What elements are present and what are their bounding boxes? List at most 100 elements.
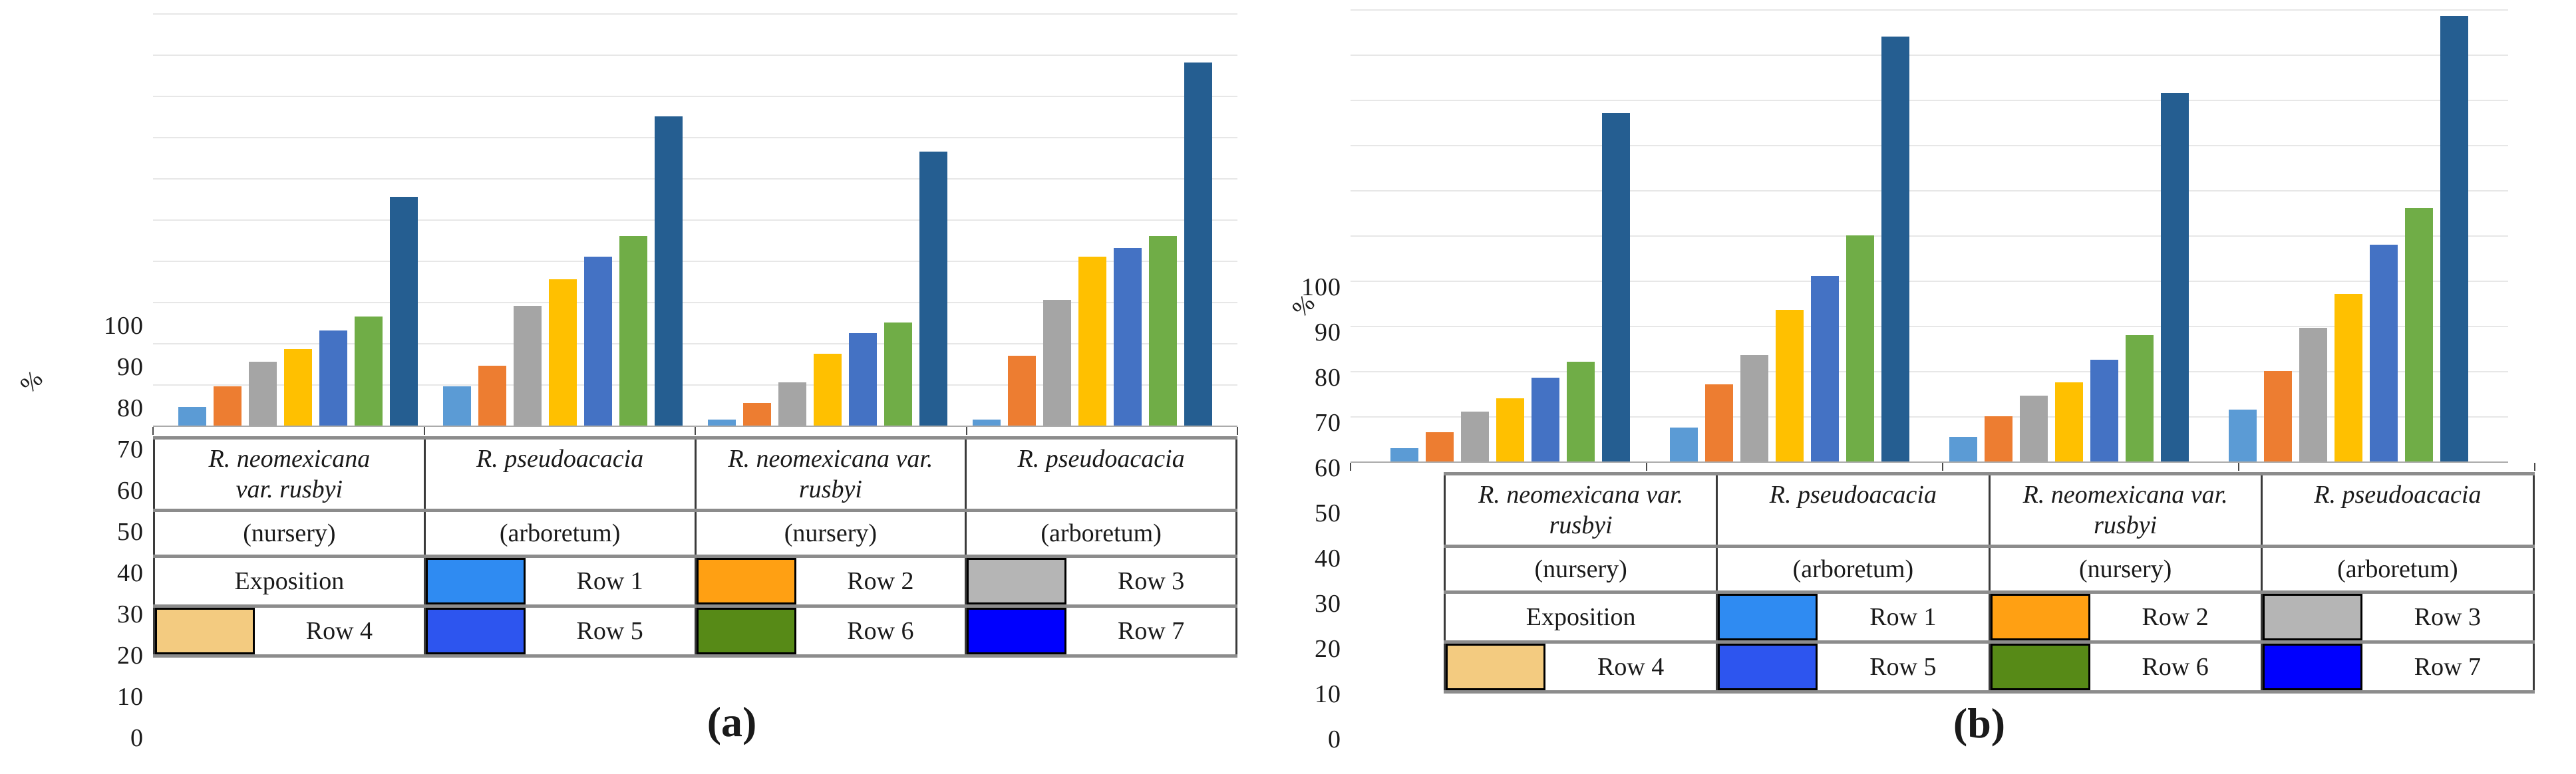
site-cell-4: (arboretum) [965, 509, 1237, 558]
species-cell-2: R. pseudoacacia [423, 436, 697, 512]
legend-cell-1-4: Row 3 [2260, 590, 2535, 644]
y-tick-label-100: 100 [1301, 273, 1341, 301]
site-cell-3: (nursery) [1988, 545, 2263, 594]
y-tick-label-80: 80 [1315, 364, 1341, 392]
y-tick-label-0: 0 [1328, 725, 1341, 753]
bar-row-3-group-4 [1043, 299, 1071, 426]
chart-panel-a: % 0 10 20 30 40 50 60 70 80 90 100 R. neomexicana v… [15, 13, 1251, 751]
legend-swatch-row-1 [1718, 594, 1818, 640]
bar-row-2-group-3 [1985, 416, 2012, 461]
bar-row-4-group-2 [1776, 310, 1804, 461]
bar-row-2-group-1 [1426, 432, 1454, 461]
y-tick-label-60: 60 [1315, 454, 1341, 482]
legend-cell-1-3: Row 2 [694, 555, 967, 608]
bar-group-2 [1670, 36, 1909, 461]
x-axis-tick [695, 427, 696, 435]
bar-row-2-group-4 [2264, 371, 2292, 461]
species-name-line2: rusbyi [1549, 511, 1613, 539]
legend-label-exposition: Exposition [1526, 603, 1636, 631]
chart-area-b: % 0 10 20 30 40 50 60 70 80 90 100 R. neomexicana … [1287, 9, 2535, 752]
bar-row-2-group-1 [214, 386, 242, 426]
category-legend-table-a: R. neomexicana var. rusbyi R. pseudoacacia… [153, 436, 1237, 658]
bar-row-7-group-2 [1881, 36, 1909, 461]
species-cell-4: R. pseudoacacia [2260, 472, 2535, 548]
y-tick-label-40: 40 [117, 559, 144, 587]
bar-row-5-group-2 [584, 256, 612, 426]
bar-row-7-group-4 [2440, 16, 2468, 461]
bar-row-7-group-4 [1184, 63, 1212, 426]
legend-label-row-1: Row 1 [576, 567, 643, 595]
bar-row-4-group-1 [284, 349, 312, 426]
species-name-line1: R. neomexicana var. [2022, 481, 2228, 509]
bar-row-6-group-3 [2126, 334, 2154, 461]
site-cell-3: (nursery) [694, 509, 967, 558]
x-axis-tick [1942, 463, 1943, 471]
species-name-line2 [426, 474, 695, 505]
x-axis-tick [2534, 463, 2535, 471]
bar-row-6-group-3 [884, 322, 912, 426]
legend-cell-2-2: Row 5 [423, 604, 697, 658]
y-tick-label-70: 70 [117, 436, 144, 463]
bar-row-6-group-1 [1567, 362, 1595, 461]
site-cell-1: (nursery) [153, 509, 426, 558]
legend-cell-1-1: Exposition [1443, 590, 1718, 644]
bar-row-1-group-2 [443, 386, 471, 426]
species-name-line2: rusbyi [798, 475, 862, 503]
plot-area-a [153, 13, 1237, 427]
bar-group-4 [973, 63, 1212, 426]
species-cell-1: R. neomexicana var. rusbyi [1443, 472, 1718, 548]
y-tick-label-20: 20 [117, 642, 144, 670]
legend-swatch-row-2 [696, 558, 796, 604]
bar-row-4-group-3 [814, 353, 842, 426]
species-name-line1: R. pseudoacacia [2314, 481, 2482, 509]
bar-row-3-group-2 [514, 306, 542, 426]
bar-row-6-group-1 [355, 316, 383, 426]
species-name-line1: R. neomexicana var. [1478, 481, 1684, 509]
bar-row-1-group-4 [2229, 409, 2257, 461]
bar-row-1-group-3 [1949, 436, 1977, 461]
species-name-line2 [2263, 510, 2533, 541]
species-name-line1: R. pseudoacacia [476, 445, 644, 473]
legend-label-row-2: Row 2 [2142, 603, 2209, 631]
legend-swatch-row-3 [967, 558, 1067, 604]
bar-row-7-group-1 [390, 196, 418, 426]
x-axis-tick [965, 427, 967, 435]
bar-row-3-group-4 [2299, 328, 2327, 461]
bar-row-6-group-2 [619, 235, 647, 426]
bar-row-2-group-4 [1008, 355, 1036, 426]
bar-row-2-group-2 [478, 366, 506, 426]
x-axis-tick [423, 427, 425, 435]
legend-cell-1-1: Exposition [153, 555, 426, 608]
chart-area-a: % 0 10 20 30 40 50 60 70 80 90 100 R. neomexicana v… [15, 13, 1251, 751]
bar-row-6-group-2 [1846, 235, 1874, 461]
legend-table: R. neomexicana var. rusbyi R. pseudoacacia… [153, 436, 1237, 658]
site-cell-4: (arboretum) [2260, 545, 2535, 594]
legend-swatch-row-7 [2262, 644, 2362, 690]
y-tick-label-20: 20 [1315, 635, 1341, 663]
bar-row-1-group-1 [1390, 448, 1418, 461]
legend-cell-2-1: Row 4 [1443, 640, 1718, 694]
legend-swatch-row-4 [155, 608, 255, 654]
bar-row-7-group-2 [655, 116, 683, 426]
bar-row-4-group-2 [549, 279, 577, 426]
x-axis-tick [152, 427, 154, 435]
legend-label-row-5: Row 5 [1869, 653, 1937, 681]
y-tick-label-90: 90 [117, 353, 144, 381]
bar-group-1 [178, 196, 418, 426]
legend-cell-1-2: Row 1 [1716, 590, 1991, 644]
legend-swatch-row-6 [696, 608, 796, 654]
bar-group-1 [1390, 113, 1630, 461]
caption-a: (a) [707, 698, 757, 745]
bar-row-1-group-4 [973, 419, 1001, 426]
species-name-line1: R. pseudoacacia [1017, 445, 1185, 473]
bar-row-3-group-1 [249, 361, 277, 426]
site-cell-2: (arboretum) [1716, 545, 1991, 594]
category-legend-table-b: R. neomexicana var. rusbyi R. pseudoacacia… [1443, 472, 2535, 694]
legend-cell-1-2: Row 1 [423, 555, 697, 608]
legend-label-row-4: Row 4 [305, 617, 373, 645]
bar-row-7-group-3 [2161, 92, 2189, 461]
bar-row-1-group-2 [1670, 428, 1698, 461]
y-tick-label-90: 90 [1315, 319, 1341, 346]
legend-swatch-row-1 [425, 558, 526, 604]
y-tick-label-100: 100 [104, 312, 144, 340]
